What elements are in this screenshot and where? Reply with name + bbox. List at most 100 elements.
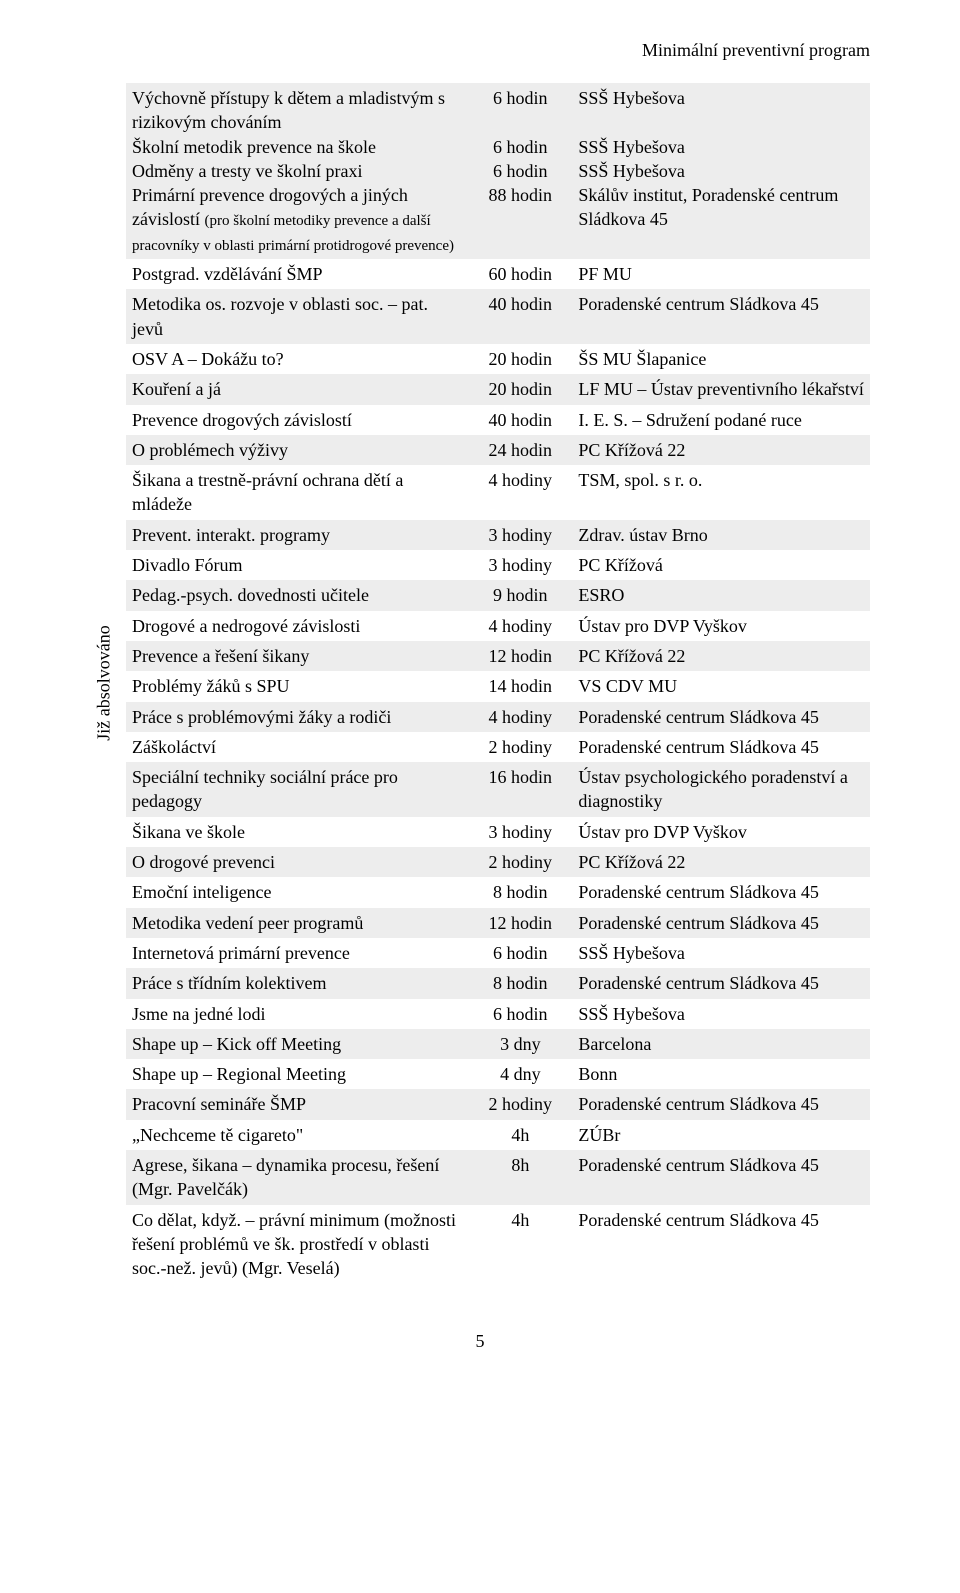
cell-name: Práce s třídním kolektivem	[126, 968, 468, 998]
cell-name: „Nechceme tě cigareto"	[126, 1120, 468, 1150]
cell-org: Poradenské centrum Sládkova 45	[572, 968, 870, 998]
table-row: Internetová primární prevence6 hodinSSŠ …	[126, 938, 870, 968]
cell-org: TSM, spol. s r. o.	[572, 465, 870, 520]
table-row: Metodika vedení peer programů12 hodinPor…	[126, 908, 870, 938]
table-row: Práce s třídním kolektivem8 hodinPoraden…	[126, 968, 870, 998]
table-row: Záškoláctví2 hodinyPoradenské centrum Sl…	[126, 732, 870, 762]
cell-name: Prevent. interakt. programy	[126, 520, 468, 550]
cell-org: SSŠ Hybešova	[572, 999, 870, 1029]
table-row: Shape up – Kick off Meeting3 dnyBarcelon…	[126, 1029, 870, 1059]
cell-name: Speciální techniky sociální práce pro pe…	[126, 762, 468, 817]
table-row: Pracovní semináře ŠMP2 hodinyPoradenské …	[126, 1089, 870, 1119]
cell-name: Výchovně přístupy k dětem a mladistvým s…	[126, 83, 468, 259]
cell-org: VS CDV MU	[572, 671, 870, 701]
cell-org: SSŠ Hybešova	[572, 938, 870, 968]
cell-org: Ústav pro DVP Vyškov	[572, 611, 870, 641]
cell-name: Divadlo Fórum	[126, 550, 468, 580]
cell-hours: 12 hodin	[468, 641, 572, 671]
cell-name: Pracovní semináře ŠMP	[126, 1089, 468, 1119]
header-title: Minimální preventivní program	[642, 40, 870, 60]
cell-hours: 4 dny	[468, 1059, 572, 1089]
cell-org: PF MU	[572, 259, 870, 289]
table-row: Divadlo Fórum3 hodinyPC Křížová	[126, 550, 870, 580]
table-row: Prevence a řešení šikany12 hodinPC Křížo…	[126, 641, 870, 671]
cell-org: Bonn	[572, 1059, 870, 1089]
cell-hours: 8 hodin	[468, 968, 572, 998]
cell-org: ESRO	[572, 580, 870, 610]
cell-org: PC Křížová 22	[572, 641, 870, 671]
cell-hours: 4 hodiny	[468, 702, 572, 732]
table-row: Práce s problémovými žáky a rodiči4 hodi…	[126, 702, 870, 732]
cell-name: Agrese, šikana – dynamika procesu, řešen…	[126, 1150, 468, 1205]
table-row: Emoční inteligence8 hodinPoradenské cent…	[126, 877, 870, 907]
cell-hours: 16 hodin	[468, 762, 572, 817]
table-row: Pedag.-psych. dovednosti učitele9 hodinE…	[126, 580, 870, 610]
table-row: OSV A – Dokážu to?20 hodinŠS MU Šlapanic…	[126, 344, 870, 374]
cell-hours: 2 hodiny	[468, 732, 572, 762]
cell-name: Co dělat, když. – právní minimum (možnos…	[126, 1205, 468, 1284]
cell-org: Poradenské centrum Sládkova 45	[572, 289, 870, 344]
page-header: Minimální preventivní program	[90, 40, 870, 61]
cell-hours: 6 hodin	[468, 999, 572, 1029]
page: Minimální preventivní program Již absolv…	[0, 0, 960, 1382]
cell-name: Záškoláctví	[126, 732, 468, 762]
cell-hours: 3 dny	[468, 1029, 572, 1059]
page-number: 5	[90, 1331, 870, 1352]
content-grid: Již absolvováno Výchovně přístupy k děte…	[90, 83, 870, 1283]
cell-hours: 3 hodiny	[468, 550, 572, 580]
table-row: Problémy žáků s SPU14 hodinVS CDV MU	[126, 671, 870, 701]
table-row: Metodika os. rozvoje v oblasti soc. – pa…	[126, 289, 870, 344]
table-row: Postgrad. vzdělávání ŠMP60 hodinPF MU	[126, 259, 870, 289]
cell-name: Šikana ve škole	[126, 817, 468, 847]
cell-hours: 3 hodiny	[468, 817, 572, 847]
cell-hours: 60 hodin	[468, 259, 572, 289]
cell-hours: 4h	[468, 1205, 572, 1284]
cell-org: LF MU – Ústav preventivního lékařství	[572, 374, 870, 404]
side-label-cell: Již absolvováno	[90, 83, 118, 1283]
table-row: Výchovně přístupy k dětem a mladistvým s…	[126, 83, 870, 259]
cell-org: Poradenské centrum Sládkova 45	[572, 1089, 870, 1119]
cell-hours: 4 hodiny	[468, 611, 572, 641]
cell-hours: 4 hodiny	[468, 465, 572, 520]
cell-hours: 20 hodin	[468, 344, 572, 374]
side-label: Již absolvováno	[94, 625, 115, 740]
cell-name: Postgrad. vzdělávání ŠMP	[126, 259, 468, 289]
table-row: „Nechceme tě cigareto"4hZÚBr	[126, 1120, 870, 1150]
cell-hours: 8 hodin	[468, 877, 572, 907]
cell-name: Problémy žáků s SPU	[126, 671, 468, 701]
cell-org: SSŠ Hybešova SSŠ HybešovaSSŠ HybešovaSká…	[572, 83, 870, 259]
cell-name: Metodika vedení peer programů	[126, 908, 468, 938]
cell-hours: 20 hodin	[468, 374, 572, 404]
cell-name: Emoční inteligence	[126, 877, 468, 907]
table-body: Výchovně přístupy k dětem a mladistvým s…	[126, 83, 870, 1283]
table-row: Kouření a já20 hodinLF MU – Ústav preven…	[126, 374, 870, 404]
cell-org: Poradenské centrum Sládkova 45	[572, 1205, 870, 1284]
cell-name: Pedag.-psych. dovednosti učitele	[126, 580, 468, 610]
cell-hours: 40 hodin	[468, 405, 572, 435]
cell-name: Metodika os. rozvoje v oblasti soc. – pa…	[126, 289, 468, 344]
cell-hours: 40 hodin	[468, 289, 572, 344]
cell-name: Prevence drogových závislostí	[126, 405, 468, 435]
cell-name: Internetová primární prevence	[126, 938, 468, 968]
table-row: Agrese, šikana – dynamika procesu, řešen…	[126, 1150, 870, 1205]
cell-hours: 24 hodin	[468, 435, 572, 465]
cell-hours: 14 hodin	[468, 671, 572, 701]
cell-org: Ústav psychologického poradenství a diag…	[572, 762, 870, 817]
cell-name: O problémech výživy	[126, 435, 468, 465]
cell-name: Kouření a já	[126, 374, 468, 404]
table-row: Prevent. interakt. programy3 hodinyZdrav…	[126, 520, 870, 550]
table-row: Prevence drogových závislostí40 hodinI. …	[126, 405, 870, 435]
cell-hours: 12 hodin	[468, 908, 572, 938]
cell-org: PC Křížová 22	[572, 847, 870, 877]
cell-name: OSV A – Dokážu to?	[126, 344, 468, 374]
cell-org: Zdrav. ústav Brno	[572, 520, 870, 550]
cell-org: Barcelona	[572, 1029, 870, 1059]
cell-name: Šikana a trestně-právní ochrana dětí a m…	[126, 465, 468, 520]
cell-name: Prevence a řešení šikany	[126, 641, 468, 671]
cell-org: ZÚBr	[572, 1120, 870, 1150]
cell-org: Poradenské centrum Sládkova 45	[572, 732, 870, 762]
cell-hours: 6 hodin	[468, 938, 572, 968]
training-table: Výchovně přístupy k dětem a mladistvým s…	[126, 83, 870, 1283]
cell-name: Drogové a nedrogové závislosti	[126, 611, 468, 641]
table-row: Jsme na jedné lodi6 hodinSSŠ Hybešova	[126, 999, 870, 1029]
